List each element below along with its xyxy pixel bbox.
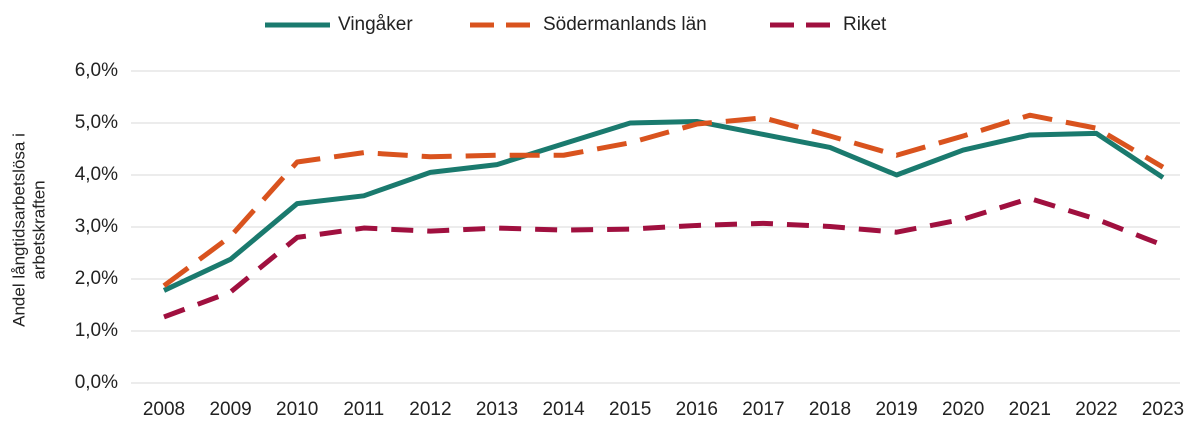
x-tick-label: 2021 — [1009, 399, 1051, 420]
x-tick-label: 2019 — [875, 399, 917, 420]
legend-label: Vingåker — [338, 14, 413, 35]
y-tick-label: 2,0% — [75, 268, 118, 289]
x-tick-label: 2023 — [1142, 399, 1184, 420]
x-tick-label: 2013 — [476, 399, 518, 420]
x-tick-label: 2015 — [609, 399, 651, 420]
x-tick-label: 2012 — [409, 399, 451, 420]
y-axis-label: Andel långtidsarbetslösa i — [9, 133, 28, 327]
line-series — [162, 118, 1165, 293]
y-tick-label: 4,0% — [75, 164, 118, 185]
y-axis-label: arbetskraften — [29, 180, 48, 279]
x-tick-label: 2011 — [343, 399, 384, 420]
y-tick-label: 1,0% — [75, 320, 118, 341]
y-tick-label: 3,0% — [75, 216, 118, 237]
x-tick-label: 2008 — [143, 399, 185, 420]
x-tick-label: 2018 — [809, 399, 851, 420]
x-tick-label: 2017 — [742, 399, 784, 420]
legend-label: Riket — [843, 14, 887, 35]
x-tick-label: 2014 — [542, 399, 585, 420]
x-tick-label: 2010 — [276, 399, 318, 420]
x-tick-label: 2009 — [209, 399, 251, 420]
line-series — [162, 112, 1165, 288]
x-tick-label: 2022 — [1075, 399, 1117, 420]
y-tick-label: 5,0% — [75, 112, 118, 133]
legend-label: Södermanlands län — [543, 14, 707, 35]
y-tick-label: 0,0% — [75, 372, 118, 393]
y-tick-label: 6,0% — [75, 60, 118, 81]
x-tick-label: 2016 — [676, 399, 718, 420]
line-series — [163, 195, 1164, 320]
x-tick-label: 2020 — [942, 399, 984, 420]
